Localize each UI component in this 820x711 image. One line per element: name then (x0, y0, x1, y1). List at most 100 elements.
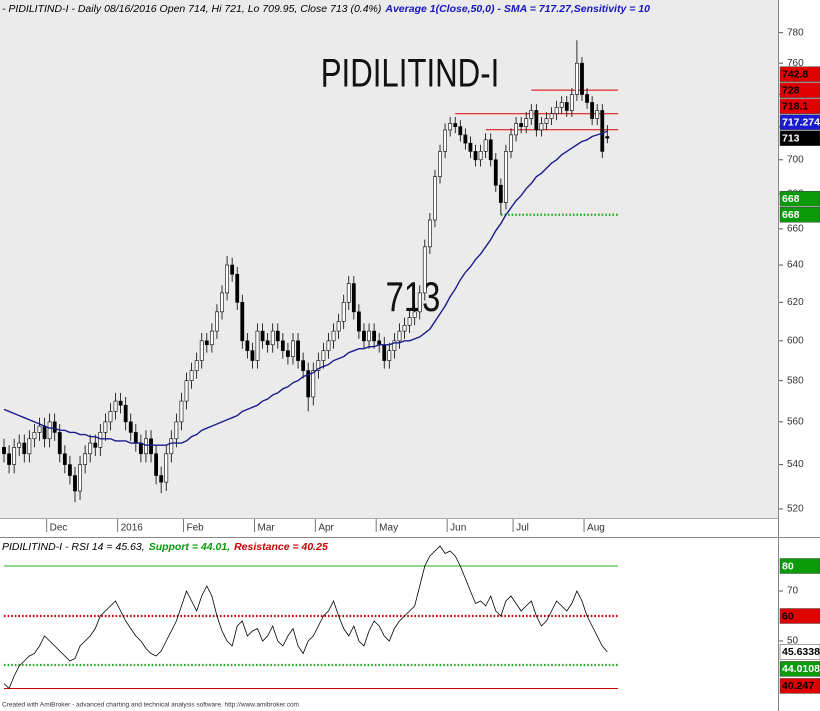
annotation: PIDILITIND-I (321, 51, 499, 96)
candle-body (402, 324, 407, 332)
candle-body (260, 330, 265, 342)
candle-body (265, 340, 270, 346)
candle-body (32, 432, 37, 440)
footer: Created with AmiBroker - advanced charti… (2, 702, 299, 709)
value-box (779, 558, 820, 574)
candle-body (174, 421, 179, 440)
candle-body (159, 475, 164, 483)
candle-body (605, 136, 610, 139)
rsi-header: PIDILITIND-I - RSI 14 = 45.63, Support = … (2, 541, 328, 553)
candle-body (68, 464, 72, 476)
candle-body (301, 360, 306, 371)
candle-body (575, 62, 579, 95)
candle-body (397, 330, 402, 342)
candle-body (427, 219, 432, 248)
candle-body (504, 151, 508, 203)
candle-body (37, 425, 42, 433)
x-tick-label: Jul (516, 523, 529, 534)
value-box (779, 206, 820, 223)
candle-body (412, 311, 417, 318)
candle-body (362, 330, 366, 342)
x-tick-label: Feb (187, 523, 205, 534)
candle-body (336, 321, 341, 332)
value-box-label: 80 (782, 560, 794, 572)
candle-body (595, 110, 600, 119)
candle-body (2, 447, 6, 455)
candle-body (468, 142, 473, 152)
candle-body (17, 442, 22, 448)
candle-body (341, 302, 346, 322)
candle-body (62, 453, 67, 465)
value-box (779, 678, 820, 694)
candle-body (321, 350, 326, 361)
value-box (779, 608, 820, 624)
y-tick-label: 580 (787, 375, 804, 386)
candle-body (539, 123, 544, 131)
value-box (779, 82, 820, 98)
candle-body (407, 317, 412, 326)
candle-body (448, 123, 453, 131)
candle-body (184, 380, 189, 402)
chart-subtitle: Average 1(Close,50,0) - SMA = 717.27,Sen… (384, 3, 650, 15)
y-tick-label: 560 (787, 417, 804, 428)
candle-body (98, 432, 103, 448)
candle-body (189, 370, 194, 381)
value-box-label: 668 (782, 193, 800, 205)
x-tick-label: Aug (587, 523, 605, 534)
candle-body (113, 400, 118, 412)
value-box-label: 60 (782, 610, 794, 622)
candle-body (138, 442, 143, 455)
y-tick-label: 70 (787, 586, 799, 597)
candle-body (133, 432, 138, 444)
value-box-label: 45.6338 (782, 646, 820, 658)
resistance-label: Resistance = 40.25 (234, 541, 328, 553)
candle-body (438, 151, 442, 177)
candle-body (478, 151, 483, 161)
candle-body (554, 106, 559, 115)
candle-body (149, 438, 153, 455)
rsi-title: PIDILITIND-I - RSI 14 = 45.63, (2, 541, 145, 553)
candle-body (367, 330, 371, 342)
candle-body (27, 438, 32, 455)
candle-body (291, 340, 295, 357)
candle-body (93, 442, 98, 448)
candle-body (123, 404, 128, 423)
candle-body (42, 425, 47, 440)
value-box (779, 98, 820, 114)
candle-body (514, 123, 518, 136)
candle-body (220, 292, 224, 313)
candle-body (529, 110, 534, 119)
candle-body (509, 134, 513, 152)
candle-body (417, 292, 422, 313)
candle-body (78, 464, 82, 492)
x-tick-label: 2016 (121, 523, 144, 534)
candle-body (453, 123, 458, 127)
candle-body (458, 126, 463, 136)
candle-body (250, 350, 255, 361)
candle-body (422, 246, 427, 294)
candle-body (179, 400, 184, 423)
candle-body (569, 94, 574, 111)
candle-body (544, 118, 549, 124)
candle-body (128, 421, 133, 433)
y-tick-label: 760 (787, 58, 804, 69)
candle-body (326, 340, 331, 351)
candle-body (443, 129, 447, 152)
candle-body (433, 176, 437, 221)
value-box-label: 40.247 (782, 680, 814, 692)
candle-body (103, 421, 108, 433)
value-box-label: 717.274 (782, 116, 820, 128)
candle-body (585, 94, 589, 103)
candle-body (108, 411, 113, 423)
candle-body (524, 118, 529, 127)
x-tick-label: Mar (258, 523, 276, 534)
candle-body (372, 330, 377, 342)
candle-body (316, 360, 321, 371)
value-box (779, 644, 820, 660)
candle-body (225, 264, 229, 294)
value-box (779, 661, 820, 677)
support-label: Support = 44.01, (149, 541, 230, 553)
value-box (779, 130, 820, 146)
candle-body (483, 139, 488, 152)
